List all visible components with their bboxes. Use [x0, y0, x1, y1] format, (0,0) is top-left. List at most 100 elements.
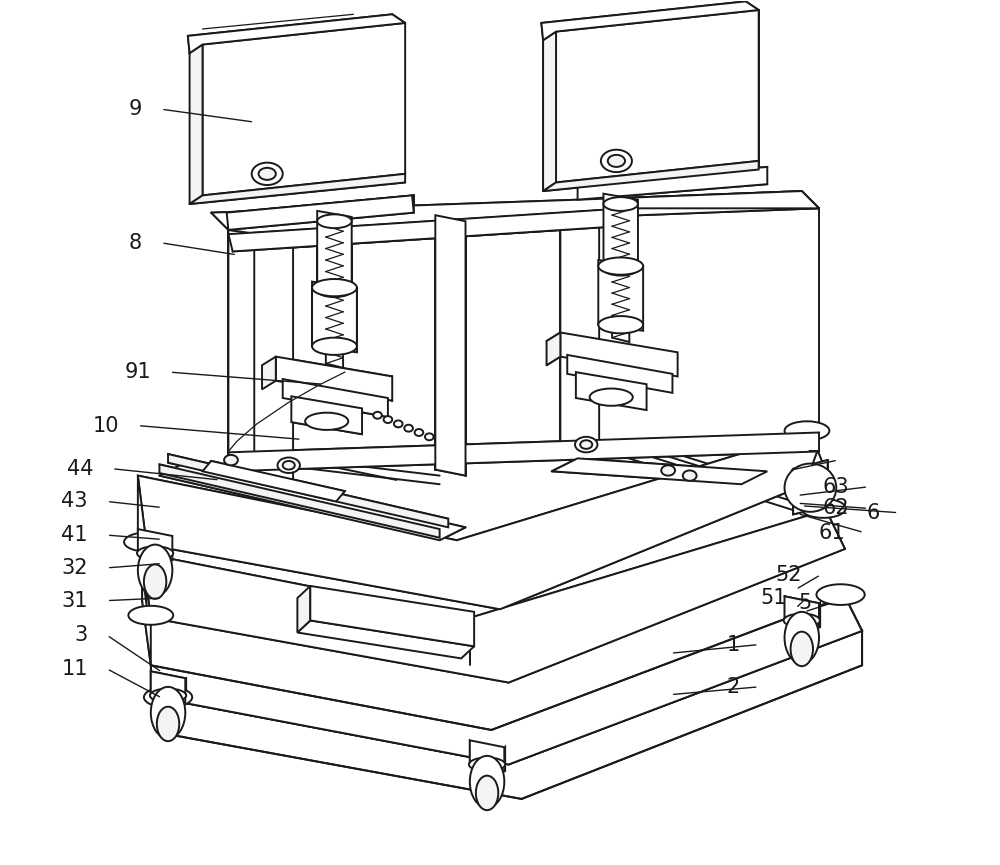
Ellipse shape	[150, 689, 186, 702]
Text: 1: 1	[726, 635, 740, 655]
Text: 7: 7	[806, 450, 819, 470]
Ellipse shape	[590, 388, 633, 406]
Ellipse shape	[785, 612, 819, 663]
Polygon shape	[552, 458, 767, 484]
Polygon shape	[142, 510, 845, 682]
Polygon shape	[541, 2, 759, 40]
Polygon shape	[203, 23, 405, 195]
Text: 44: 44	[67, 458, 93, 478]
Polygon shape	[188, 15, 405, 53]
Ellipse shape	[608, 155, 625, 167]
Text: 52: 52	[775, 565, 802, 585]
Polygon shape	[142, 554, 151, 665]
Polygon shape	[228, 432, 819, 471]
Ellipse shape	[580, 440, 592, 449]
Ellipse shape	[373, 412, 382, 419]
Polygon shape	[228, 230, 259, 471]
Text: 5: 5	[799, 593, 812, 613]
Polygon shape	[151, 671, 185, 702]
Ellipse shape	[801, 499, 846, 518]
Text: 32: 32	[61, 558, 88, 578]
Ellipse shape	[394, 420, 403, 427]
Polygon shape	[598, 260, 643, 330]
Polygon shape	[159, 465, 440, 538]
Polygon shape	[317, 211, 352, 297]
Text: 61: 61	[818, 522, 845, 542]
Ellipse shape	[138, 545, 172, 596]
Polygon shape	[262, 356, 276, 389]
Ellipse shape	[137, 547, 173, 561]
Ellipse shape	[312, 337, 357, 355]
Ellipse shape	[469, 758, 505, 772]
Polygon shape	[138, 476, 146, 605]
Polygon shape	[190, 174, 405, 204]
Ellipse shape	[404, 425, 413, 432]
Ellipse shape	[151, 687, 185, 739]
Polygon shape	[291, 396, 362, 434]
Ellipse shape	[784, 613, 820, 627]
Polygon shape	[283, 379, 388, 417]
Polygon shape	[310, 586, 474, 646]
Ellipse shape	[785, 421, 829, 440]
Polygon shape	[793, 460, 828, 515]
Text: 91: 91	[124, 362, 151, 382]
Ellipse shape	[124, 533, 169, 552]
Polygon shape	[567, 355, 672, 393]
Ellipse shape	[425, 433, 434, 440]
Polygon shape	[159, 463, 466, 541]
Ellipse shape	[598, 258, 643, 275]
Polygon shape	[435, 215, 466, 476]
Ellipse shape	[603, 262, 638, 276]
Ellipse shape	[598, 316, 643, 333]
Text: 11: 11	[61, 659, 88, 679]
Polygon shape	[168, 631, 862, 799]
Polygon shape	[547, 332, 560, 365]
Polygon shape	[595, 208, 819, 458]
Ellipse shape	[128, 606, 173, 625]
Ellipse shape	[259, 168, 276, 180]
Text: 6: 6	[866, 503, 879, 522]
Text: 9: 9	[129, 99, 142, 119]
Polygon shape	[297, 586, 310, 632]
Ellipse shape	[791, 631, 813, 666]
Polygon shape	[227, 195, 414, 230]
Ellipse shape	[252, 163, 283, 185]
Ellipse shape	[470, 756, 504, 808]
Ellipse shape	[312, 279, 357, 297]
Polygon shape	[560, 213, 599, 458]
Polygon shape	[168, 454, 448, 528]
Polygon shape	[543, 31, 556, 191]
Polygon shape	[297, 620, 474, 658]
Text: 63: 63	[823, 477, 849, 497]
Polygon shape	[470, 740, 504, 772]
Ellipse shape	[476, 776, 498, 811]
Polygon shape	[578, 167, 767, 200]
Ellipse shape	[305, 413, 348, 430]
Ellipse shape	[157, 707, 179, 741]
Polygon shape	[228, 195, 414, 230]
Text: 3: 3	[75, 625, 88, 645]
Polygon shape	[203, 461, 345, 502]
Text: 41: 41	[61, 525, 88, 545]
Text: 31: 31	[61, 591, 88, 611]
Ellipse shape	[683, 471, 697, 481]
Polygon shape	[560, 332, 678, 376]
Text: 2: 2	[726, 676, 740, 697]
Ellipse shape	[224, 455, 238, 465]
Ellipse shape	[601, 150, 632, 172]
Ellipse shape	[603, 197, 638, 211]
Polygon shape	[556, 10, 759, 183]
Ellipse shape	[144, 565, 166, 599]
Polygon shape	[138, 529, 172, 561]
Polygon shape	[576, 372, 647, 410]
Ellipse shape	[283, 461, 295, 470]
Text: 51: 51	[761, 588, 787, 608]
Polygon shape	[785, 596, 819, 627]
Ellipse shape	[144, 687, 192, 708]
Polygon shape	[228, 208, 629, 252]
Text: 8: 8	[129, 233, 142, 253]
Polygon shape	[138, 432, 828, 609]
Ellipse shape	[785, 464, 836, 512]
Polygon shape	[190, 44, 203, 204]
Polygon shape	[312, 282, 357, 352]
